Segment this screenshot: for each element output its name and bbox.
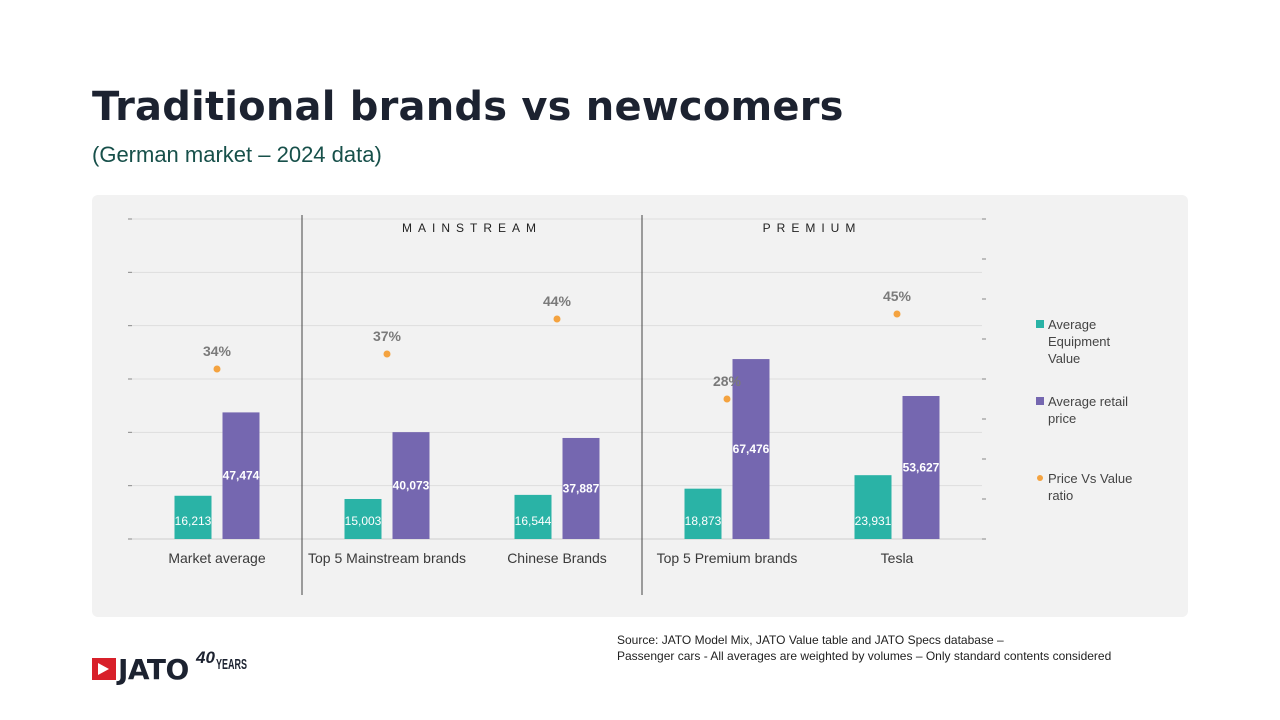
legend-swatch xyxy=(1036,397,1044,405)
x-axis-label: Market average xyxy=(168,550,265,566)
ratio-label: 45% xyxy=(883,288,912,304)
ratio-label: 44% xyxy=(543,293,572,309)
bar-retail-price-label: 67,476 xyxy=(733,442,770,456)
ratio-label: 28% xyxy=(713,373,742,389)
ratio-marker xyxy=(213,365,221,373)
bar-retail-price xyxy=(902,395,940,539)
bar-equipment-label: 16,213 xyxy=(175,514,212,528)
ratio-marker xyxy=(723,395,731,403)
legend-label: Average retail price xyxy=(1048,394,1128,426)
legend-swatch xyxy=(1037,475,1043,481)
ratio-label: 34% xyxy=(203,343,232,359)
bar-equipment-label: 23,931 xyxy=(855,514,892,528)
bar-retail-price xyxy=(222,412,260,539)
bar-equipment-value xyxy=(344,498,382,539)
bar-retail-price-label: 53,627 xyxy=(903,460,940,474)
ratio-marker xyxy=(553,315,561,323)
source-line-1: Source: JATO Model Mix, JATO Value table… xyxy=(617,633,1004,647)
group-label: PREMIUM xyxy=(763,221,862,235)
jato-logo-40: 40 xyxy=(196,648,215,667)
x-axis-label: Top 5 Mainstream brands xyxy=(308,550,466,566)
bar-equipment-label: 15,003 xyxy=(345,514,382,528)
bar-retail-price xyxy=(392,432,430,539)
bar-retail-price xyxy=(562,437,600,539)
bar-equipment-value xyxy=(174,495,212,539)
ratio-marker xyxy=(383,350,391,358)
legend-label: Price Vs Value ratio xyxy=(1048,471,1132,503)
bar-retail-price-label: 47,474 xyxy=(223,469,260,483)
bar-retail-price-label: 40,073 xyxy=(393,479,430,493)
jato-logo-mark-icon xyxy=(92,658,116,680)
bar-equipment-value xyxy=(684,488,722,539)
group-label: MAINSTREAM xyxy=(402,221,542,235)
x-axis-label: Tesla xyxy=(881,550,914,566)
bar-equipment-value xyxy=(854,475,892,539)
page-title: Traditional brands vs newcomers xyxy=(92,84,844,130)
source-note: Source: JATO Model Mix, JATO Value table… xyxy=(617,632,1111,664)
jato-logo: JATO 40 YEARS xyxy=(92,648,247,686)
x-axis-label: Chinese Brands xyxy=(507,550,607,566)
bar-equipment-label: 16,544 xyxy=(515,514,552,528)
bar-retail-price-label: 37,887 xyxy=(563,481,600,495)
ratio-label: 37% xyxy=(373,328,402,344)
legend-swatch xyxy=(1036,320,1044,328)
legend-label: Average Equipment Value xyxy=(1048,317,1111,366)
bar-equipment-label: 18,873 xyxy=(685,514,722,528)
bar-equipment-value xyxy=(514,494,552,539)
x-axis-label: Top 5 Premium brands xyxy=(657,550,798,566)
source-line-2: Passenger cars - All averages are weight… xyxy=(617,649,1112,663)
ratio-marker xyxy=(893,310,901,318)
jato-logo-text: JATO xyxy=(118,653,189,686)
page-subtitle: (German market – 2024 data) xyxy=(92,142,382,167)
bar-retail-price xyxy=(732,359,770,539)
chart-panel: MAINSTREAM PREMIUM 16,213 47,474 34% Market a… xyxy=(92,195,1188,617)
chart: MAINSTREAM PREMIUM 16,213 47,474 34% Market a… xyxy=(128,215,1132,595)
jato-logo-years: YEARS xyxy=(216,656,248,672)
